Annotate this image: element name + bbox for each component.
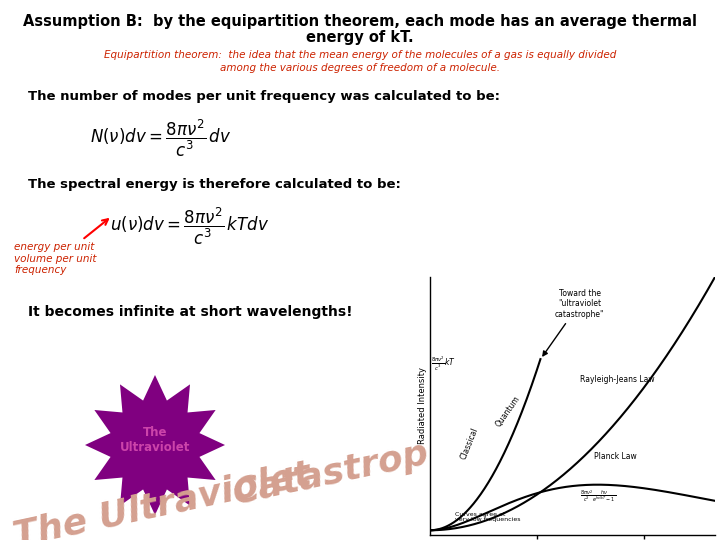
Text: $\frac{8\pi\nu^2}{c^3}\frac{h\nu}{e^{h\nu/kT}-1}$: $\frac{8\pi\nu^2}{c^3}\frac{h\nu}{e^{h\n… (580, 489, 616, 505)
Text: The
Ultraviolet: The Ultraviolet (120, 426, 190, 454)
Text: Assumption B:  by the equipartition theorem, each mode has an average thermal: Assumption B: by the equipartition theor… (23, 14, 697, 29)
Text: Equipartition theorem:  the idea that the mean energy of the molecules of a gas : Equipartition theorem: the idea that the… (104, 50, 616, 60)
Text: The number of modes per unit frequency was calculated to be:: The number of modes per unit frequency w… (28, 90, 500, 103)
Text: Catastrophe: Catastrophe (230, 426, 482, 511)
Text: energy per unit
volume per unit
frequency: energy per unit volume per unit frequenc… (14, 242, 96, 275)
Text: Toward the
"ultraviolet
catastrophe": Toward the "ultraviolet catastrophe" (543, 289, 604, 356)
Text: The Ultraviolet: The Ultraviolet (10, 457, 314, 540)
Text: It becomes infinite at short wavelengths!: It becomes infinite at short wavelengths… (28, 305, 353, 319)
Text: $N(\nu)dv = \dfrac{8\pi\nu^2}{c^3}\,dv$: $N(\nu)dv = \dfrac{8\pi\nu^2}{c^3}\,dv$ (90, 118, 231, 159)
Text: $u(\nu)dv = \dfrac{8\pi\nu^2}{c^3}\,kTdv$: $u(\nu)dv = \dfrac{8\pi\nu^2}{c^3}\,kTdv… (110, 206, 269, 247)
Text: Planck Law: Planck Law (594, 452, 636, 461)
Polygon shape (85, 375, 225, 515)
Text: energy of kT.: energy of kT. (306, 30, 414, 45)
Text: $\frac{8\pi\nu^2}{c^3}kT$: $\frac{8\pi\nu^2}{c^3}kT$ (431, 355, 456, 373)
Text: Quantum: Quantum (495, 394, 522, 429)
Text: Classical: Classical (459, 426, 480, 461)
Text: among the various degrees of freedom of a molecule.: among the various degrees of freedom of … (220, 63, 500, 73)
Text: Rayleigh-Jeans Law: Rayleigh-Jeans Law (580, 375, 654, 384)
Y-axis label: Radiated Intensity: Radiated Intensity (418, 368, 427, 444)
Text: Curves agree at
very low frequencies: Curves agree at very low frequencies (455, 511, 521, 522)
Text: The spectral energy is therefore calculated to be:: The spectral energy is therefore calcula… (28, 178, 401, 191)
